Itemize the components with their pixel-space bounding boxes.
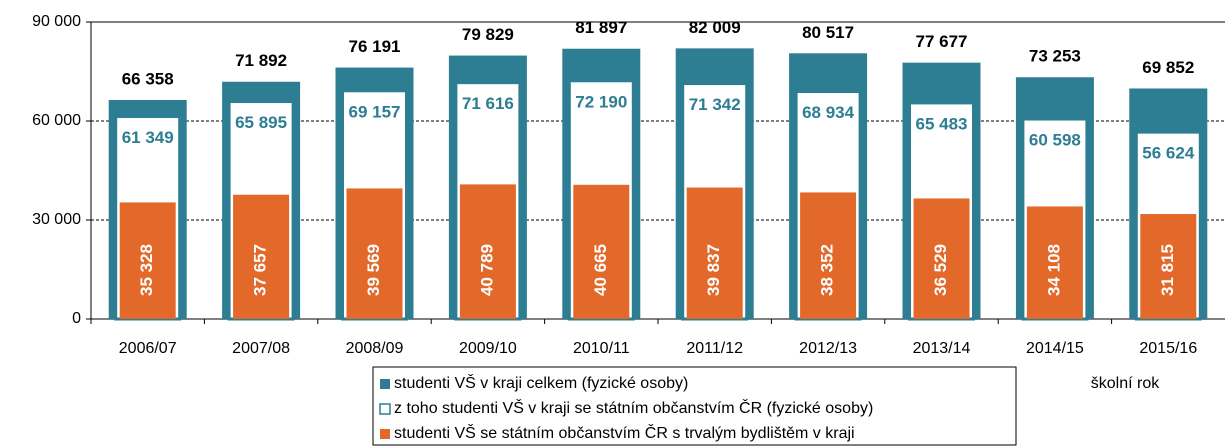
x-axis-title: školní rok <box>1091 375 1160 392</box>
value-label: 82 009 <box>689 18 741 37</box>
value-label: 81 897 <box>575 18 627 37</box>
bar <box>800 192 857 319</box>
x-tick-label: 2008/09 <box>346 340 404 357</box>
x-tick-label: 2015/16 <box>1139 340 1197 357</box>
value-label: 73 253 <box>1029 47 1081 66</box>
bar <box>459 184 516 319</box>
y-tick-label: 60 000 <box>32 112 81 129</box>
y-tick-label: 0 <box>72 310 81 327</box>
value-label: 69 157 <box>349 102 401 121</box>
bar <box>346 188 403 319</box>
x-tick-label: 2010/11 <box>573 340 630 357</box>
value-label: 38 352 <box>818 244 837 296</box>
bar <box>686 187 743 319</box>
value-label: 65 895 <box>235 113 287 132</box>
y-tick-label: 90 000 <box>32 13 81 30</box>
value-label: 71 342 <box>689 95 741 114</box>
value-label: 60 598 <box>1029 131 1081 150</box>
x-tick-label: 2014/15 <box>1026 340 1084 357</box>
value-label: 40 665 <box>591 244 610 296</box>
x-tick-label: 2006/07 <box>119 340 177 357</box>
value-label: 66 358 <box>122 70 174 89</box>
bar <box>1140 214 1197 319</box>
x-tick-label: 2012/13 <box>799 340 857 357</box>
bar <box>1026 206 1083 319</box>
value-label: 68 934 <box>802 103 855 122</box>
value-label: 80 517 <box>802 23 854 42</box>
legend-swatch <box>380 379 390 389</box>
legend-box <box>372 366 1017 446</box>
x-tick-label: 2009/10 <box>459 340 517 357</box>
value-label: 39 837 <box>704 244 723 296</box>
value-label: 31 815 <box>1158 244 1177 296</box>
legend-label: z toho studenti VŠ v kraji se státním ob… <box>394 398 873 417</box>
legend-swatch <box>380 429 390 439</box>
value-label: 35 328 <box>137 244 156 296</box>
value-label: 34 108 <box>1044 244 1063 296</box>
value-label: 39 569 <box>364 244 383 296</box>
y-tick-label: 30 000 <box>32 211 81 228</box>
value-label: 76 191 <box>349 37 401 56</box>
bar <box>913 198 970 319</box>
legend-label: studenti VŠ v kraji celkem (fyzické osob… <box>394 373 688 392</box>
value-label: 61 349 <box>122 128 174 147</box>
bar <box>233 194 290 319</box>
value-label: 79 829 <box>462 25 514 44</box>
value-label: 40 789 <box>477 244 496 296</box>
value-label: 56 624 <box>1142 144 1195 163</box>
value-label: 71 892 <box>235 51 287 70</box>
legend-label: studenti VŠ se státním občanstvím ČR s t… <box>394 423 855 442</box>
value-label: 37 657 <box>251 244 270 296</box>
bar <box>119 202 176 319</box>
bar <box>573 184 630 319</box>
value-label: 71 616 <box>462 94 514 113</box>
value-label: 36 529 <box>931 244 950 296</box>
legend-swatch <box>379 403 391 415</box>
x-tick-label: 2013/14 <box>913 340 971 357</box>
x-tick-label: 2007/08 <box>232 340 290 357</box>
value-label: 69 852 <box>1142 58 1194 77</box>
value-label: 72 190 <box>575 92 627 111</box>
x-tick-label: 2011/12 <box>686 340 743 357</box>
value-label: 77 677 <box>916 32 968 51</box>
value-label: 65 483 <box>916 114 968 133</box>
